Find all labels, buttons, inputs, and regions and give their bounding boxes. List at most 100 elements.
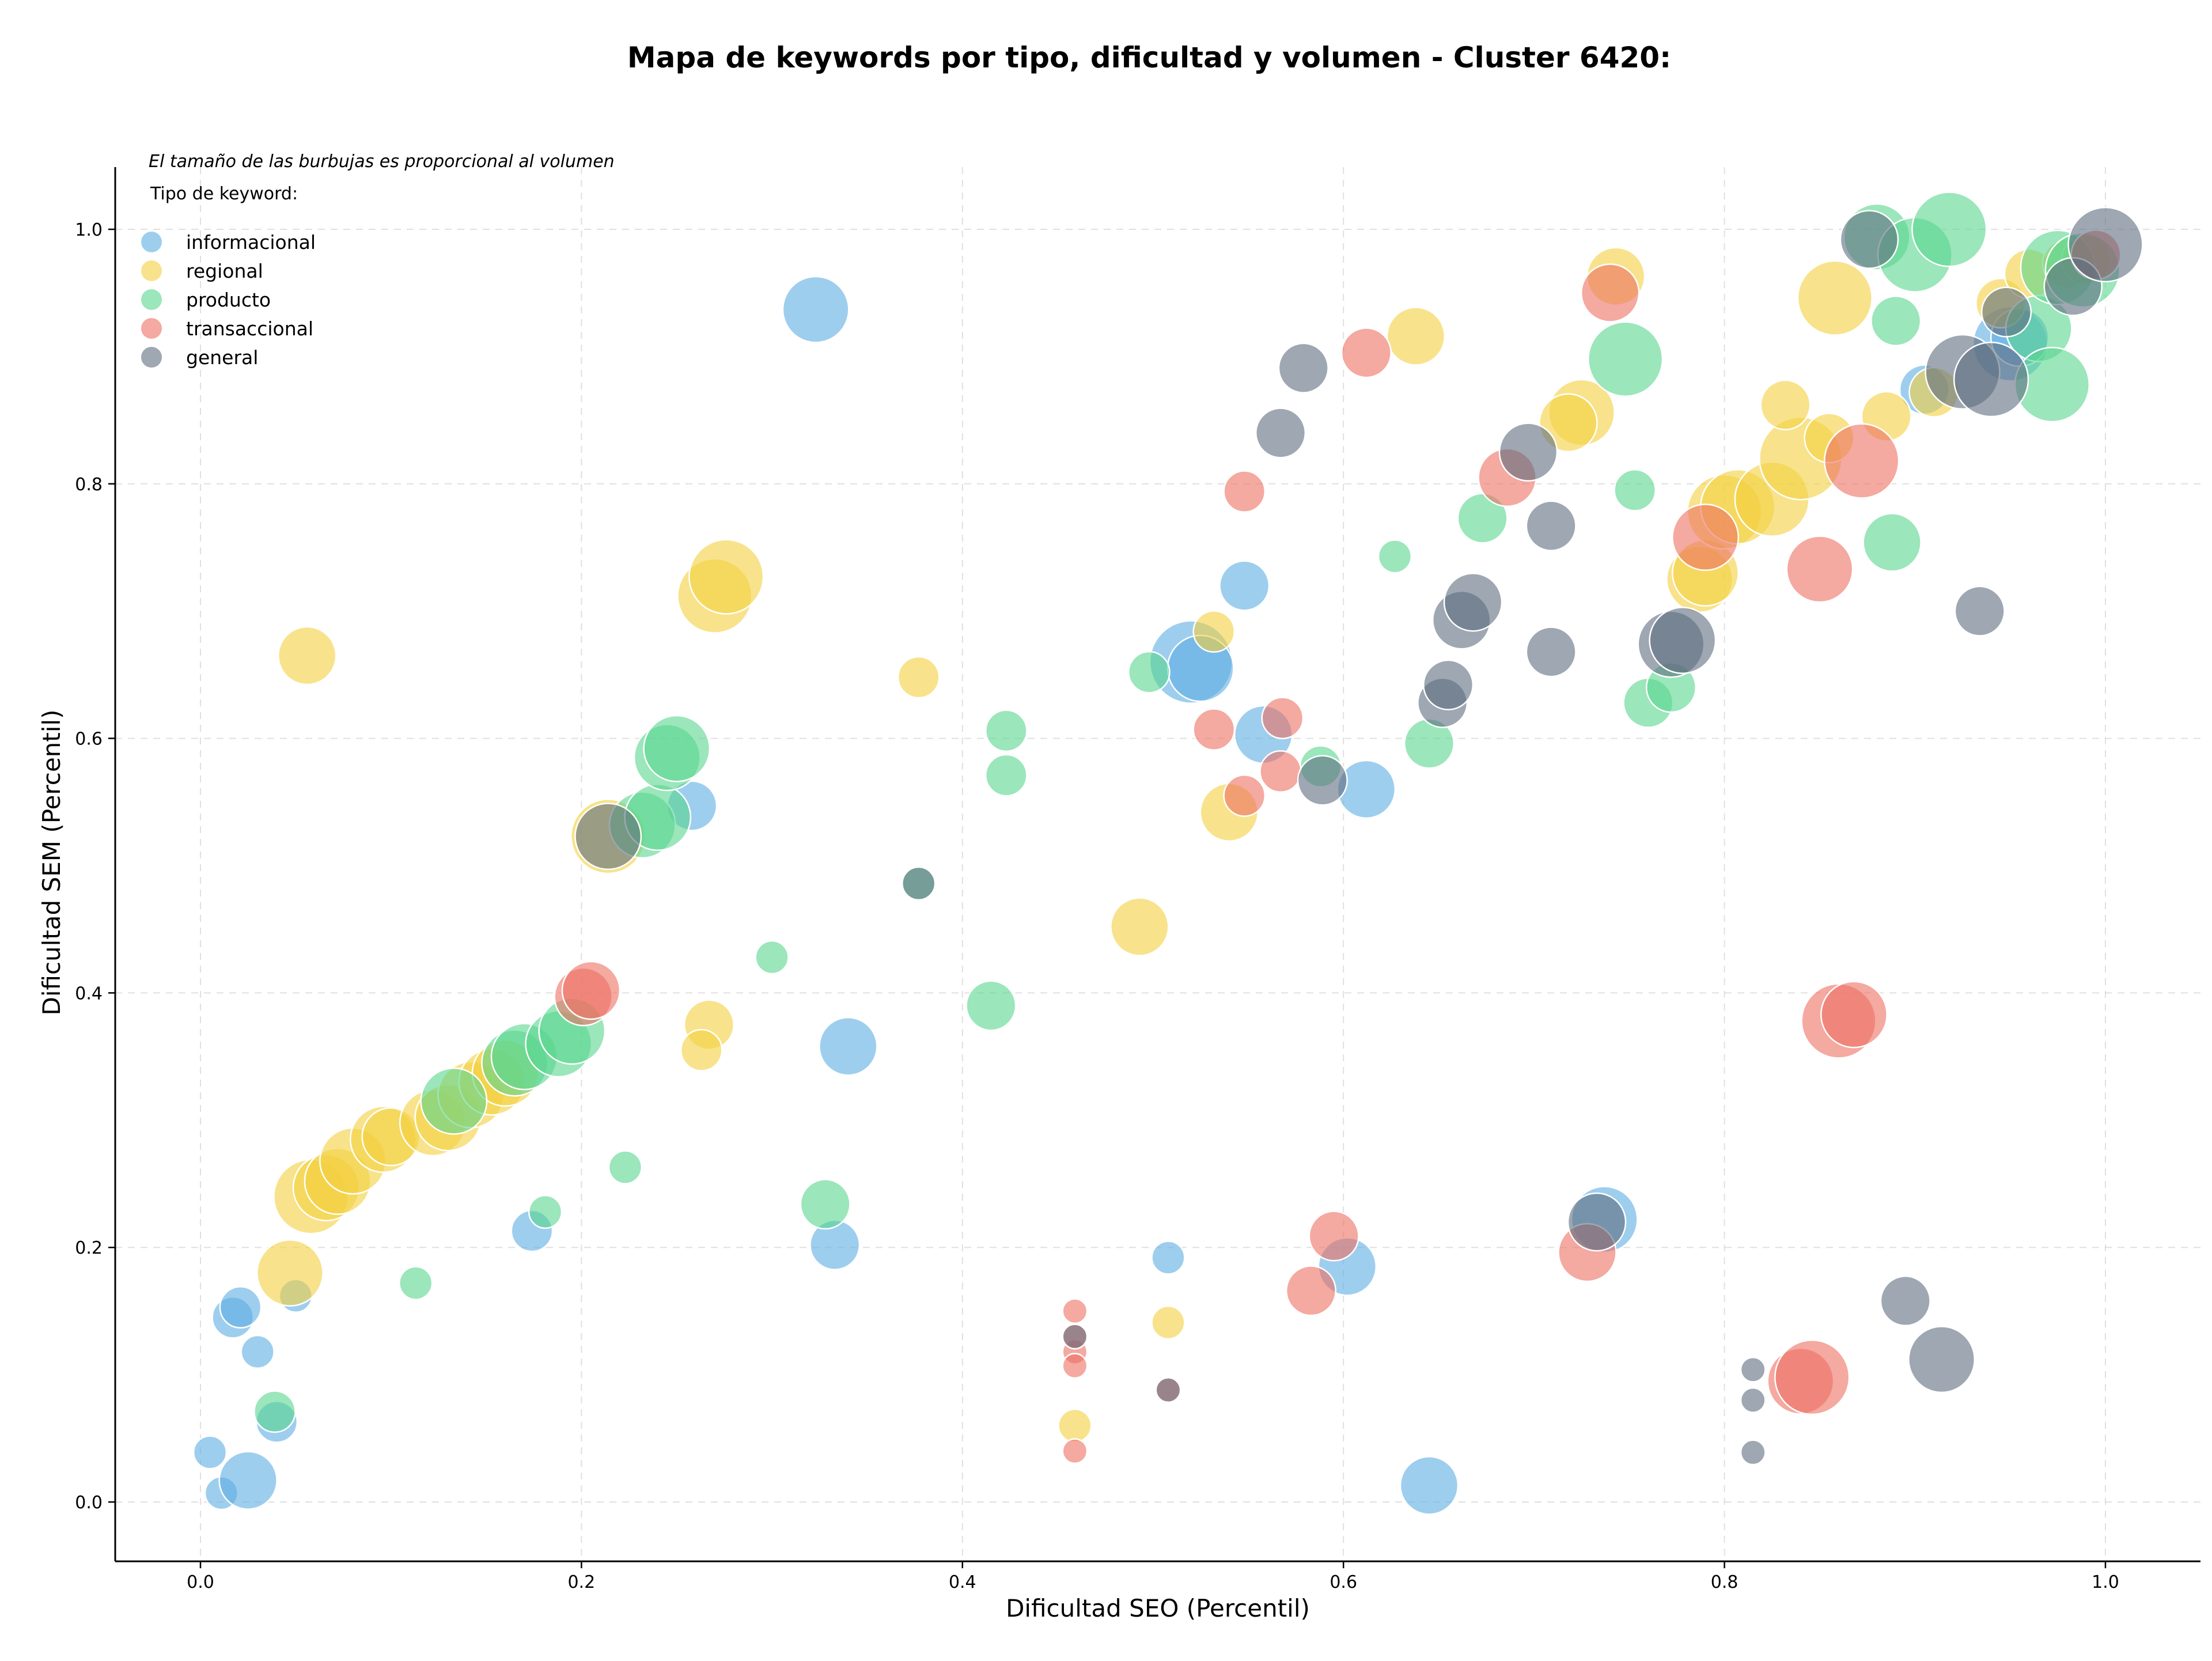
- bubble-informacional: [1399, 1456, 1459, 1515]
- bubble-producto: [965, 980, 1017, 1031]
- bubble-producto: [1862, 513, 1922, 572]
- bubble-producto: [399, 1266, 433, 1300]
- bubble-regional: [256, 1239, 324, 1307]
- bubble-informacional: [819, 1016, 878, 1076]
- bubble-producto: [608, 1150, 643, 1185]
- legend-marker-transaccional: [141, 318, 162, 339]
- y-tick-label: 0.6: [75, 729, 103, 750]
- bubble-general: [1062, 1323, 1088, 1350]
- bubble-informacional: [1151, 1240, 1185, 1275]
- y-tick-label: 0.8: [75, 475, 103, 495]
- bubble-producto: [420, 1067, 488, 1135]
- series-transaccional: [554, 229, 2122, 1465]
- y-tick-label: 0.2: [75, 1238, 103, 1258]
- bubble-transaccional: [1062, 1438, 1088, 1465]
- bubble-regional: [1110, 897, 1169, 956]
- y-tick-label: 1.0: [75, 220, 103, 240]
- bubble-transaccional: [1774, 1339, 1850, 1416]
- x-tick-label: 0.0: [187, 1572, 214, 1592]
- legend-label-transaccional: transaccional: [186, 317, 313, 340]
- bubble-producto: [985, 754, 1028, 797]
- bubble-producto: [755, 940, 789, 975]
- x-tick-label: 0.2: [568, 1572, 596, 1592]
- legend-label-producto: producto: [186, 289, 271, 311]
- legend-label-regional: regional: [186, 260, 263, 282]
- x-axis-title: Dificultad SEO (Percentil): [1006, 1594, 1310, 1622]
- bubble-informacional: [219, 1286, 262, 1329]
- bubble-regional: [680, 1028, 723, 1072]
- bubble-general: [1740, 1439, 1766, 1466]
- ticks: 0.0 0.2 0.4 0.6 0.8 1.0 0.0 0.2 0.4 0.6 0.8 1.0: [75, 220, 2119, 1592]
- x-tick-label: 0.6: [1330, 1572, 1357, 1592]
- bubble-transaccional: [1192, 708, 1236, 751]
- legend-marker-producto: [141, 289, 162, 310]
- bubble-general: [1649, 607, 1717, 674]
- series-general: [574, 206, 2143, 1466]
- bubble-producto: [1911, 191, 1987, 267]
- bubble-general: [1155, 1377, 1181, 1403]
- bubble-informacional: [218, 1451, 278, 1510]
- bubble-general: [1255, 407, 1306, 459]
- bubble-general: [1525, 626, 1577, 678]
- x-tick-label: 0.4: [949, 1572, 976, 1592]
- bubble-general: [1740, 1387, 1766, 1413]
- y-axis-title: Dificultad SEM (Percentil): [37, 710, 66, 1016]
- x-tick-label: 0.8: [1711, 1572, 1738, 1592]
- bubble-transaccional: [1786, 535, 1854, 603]
- bubble-transaccional: [1672, 504, 1739, 572]
- legend-title: Tipo de keyword:: [150, 184, 298, 204]
- bubble-regional: [1539, 393, 1598, 453]
- bubble-producto: [1613, 468, 1657, 512]
- bubble-general: [1880, 1275, 1931, 1327]
- bubble-transaccional: [1285, 1265, 1337, 1316]
- bubble-transaccional: [1062, 1298, 1088, 1325]
- bubble-general: [1525, 500, 1577, 551]
- bubble-general: [1953, 342, 2029, 418]
- bubble-transaccional: [561, 960, 621, 1020]
- bubble-informacional: [240, 1334, 275, 1369]
- bubble-producto: [1587, 321, 1664, 397]
- bubble-general: [1954, 585, 2005, 637]
- bubble-general: [1278, 342, 1329, 394]
- bubble-transaccional: [1223, 470, 1266, 513]
- bubble-transaccional: [1261, 697, 1304, 740]
- size-note: El tamaño de las burbujas es proporciona…: [149, 152, 615, 172]
- bubble-general: [2067, 206, 2143, 283]
- bubble-regional: [688, 539, 764, 615]
- bubble-regional: [1797, 260, 1873, 336]
- legend-marker-informacional: [141, 232, 162, 252]
- legend-label-general: general: [186, 346, 258, 369]
- bubble-general: [574, 803, 642, 871]
- bubble-regional: [1192, 610, 1236, 653]
- bubble-regional: [277, 626, 337, 686]
- bubble-informacional: [192, 1435, 228, 1470]
- bubble-general: [1443, 572, 1503, 632]
- bubble-regional: [1386, 307, 1446, 366]
- bubble-producto: [800, 1179, 851, 1230]
- y-tick-label: 0.4: [75, 983, 103, 1004]
- bubble-informacional: [782, 275, 850, 343]
- bubble-general: [1740, 1356, 1766, 1383]
- bubble-producto: [528, 1194, 563, 1229]
- bubble-producto: [643, 714, 711, 782]
- x-tick-label: 1.0: [2092, 1572, 2119, 1592]
- bubble-general: [1908, 1326, 1976, 1394]
- bubble-general: [1498, 422, 1558, 482]
- bubble-transaccional: [1062, 1353, 1088, 1379]
- legend: informacional regional producto transaccion…: [141, 231, 316, 369]
- bubble-transaccional: [1259, 750, 1302, 793]
- bubble-producto: [985, 709, 1028, 752]
- bubble-transaccional: [1820, 981, 1888, 1049]
- bubble-producto: [1128, 650, 1171, 694]
- bubble-regional: [897, 656, 940, 699]
- chart-title: Mapa de keywords por tipo, dificultad y …: [627, 41, 1671, 74]
- y-tick-label: 0.0: [75, 1493, 103, 1513]
- bubble-transaccional: [1308, 1210, 1359, 1262]
- bubble-producto: [1870, 295, 1922, 347]
- legend-label-informacional: informacional: [186, 231, 316, 253]
- legend-marker-regional: [141, 260, 162, 281]
- axes: [114, 167, 2200, 1562]
- grid: [115, 167, 2200, 1561]
- bubble-regional: [1151, 1305, 1185, 1340]
